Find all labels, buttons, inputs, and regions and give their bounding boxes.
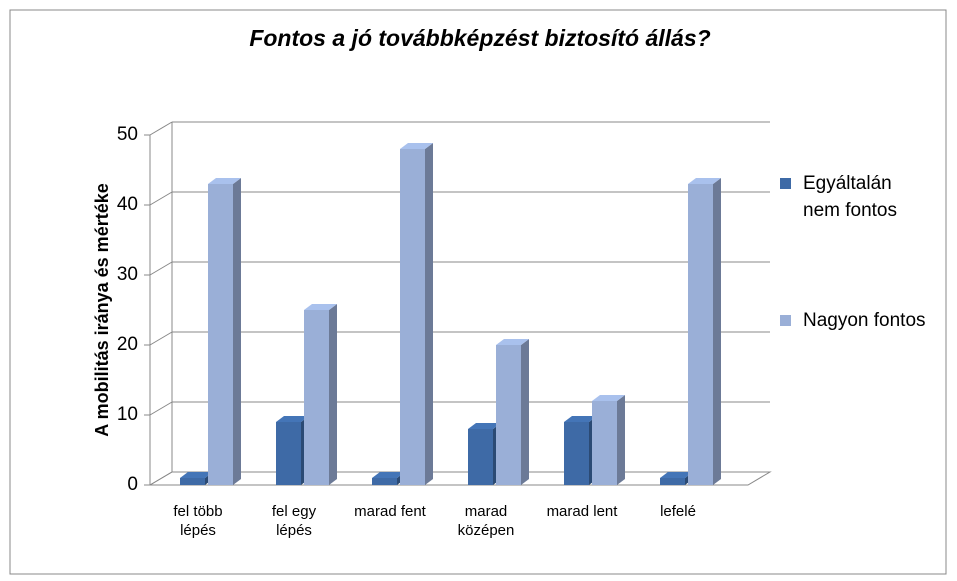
bar-side (713, 178, 721, 485)
bar-side (425, 143, 433, 485)
back-wall (172, 122, 770, 472)
legend-swatch (780, 178, 791, 189)
bar (372, 478, 397, 485)
y-tick-label: 0 (127, 474, 138, 495)
bar-side (617, 395, 625, 485)
bar (208, 184, 233, 485)
bar-top (468, 423, 501, 429)
bar-top (400, 143, 433, 149)
bar-side (329, 304, 337, 485)
bar-top (688, 178, 721, 184)
bar (564, 422, 589, 485)
bar (592, 401, 617, 485)
legend-label: Egyáltalán nem fontos (803, 173, 897, 221)
legend-swatch (780, 315, 791, 326)
y-tick-label: 20 (117, 334, 138, 355)
bar-side (233, 178, 241, 485)
x-tick-label: fel több lépés (173, 503, 223, 539)
grid-line (149, 261, 173, 276)
bar-top (180, 472, 213, 478)
bar-top (208, 178, 241, 184)
y-tick-label: 30 (117, 264, 138, 285)
x-tick-label: marad fent (354, 503, 426, 520)
bar-side (521, 339, 529, 485)
y-tick-label: 10 (117, 404, 138, 425)
bar-top (496, 339, 529, 345)
bar-top (592, 395, 625, 401)
x-tick-label: marad középen (457, 503, 515, 539)
x-tick-label: lefelé (660, 503, 696, 520)
y-tick-label: 50 (117, 124, 138, 145)
x-tick-label: marad lent (546, 503, 618, 520)
x-tick-label: fel egy lépés (271, 503, 317, 539)
grid-line (149, 331, 173, 346)
bar (180, 478, 205, 485)
bar (400, 149, 425, 485)
grid-line (149, 191, 173, 206)
grid-line (149, 121, 173, 136)
bar (660, 478, 685, 485)
bar-top (660, 472, 693, 478)
bar (468, 429, 493, 485)
bar-top (564, 416, 597, 422)
y-axis-title: A mobilitás iránya és mértéke (92, 183, 112, 436)
bar-top (276, 416, 309, 422)
grid-line (149, 401, 173, 416)
bar (276, 422, 301, 485)
grid-line (149, 471, 173, 486)
bar-top (304, 304, 337, 310)
bar-top (372, 472, 405, 478)
legend-label: Nagyon fontos (803, 310, 926, 331)
bar (688, 184, 713, 485)
chart-title: Fontos a jó továbbképzést biztosító állá… (249, 25, 710, 51)
bar (496, 345, 521, 485)
bar (304, 310, 329, 485)
y-tick-label: 40 (117, 194, 138, 215)
